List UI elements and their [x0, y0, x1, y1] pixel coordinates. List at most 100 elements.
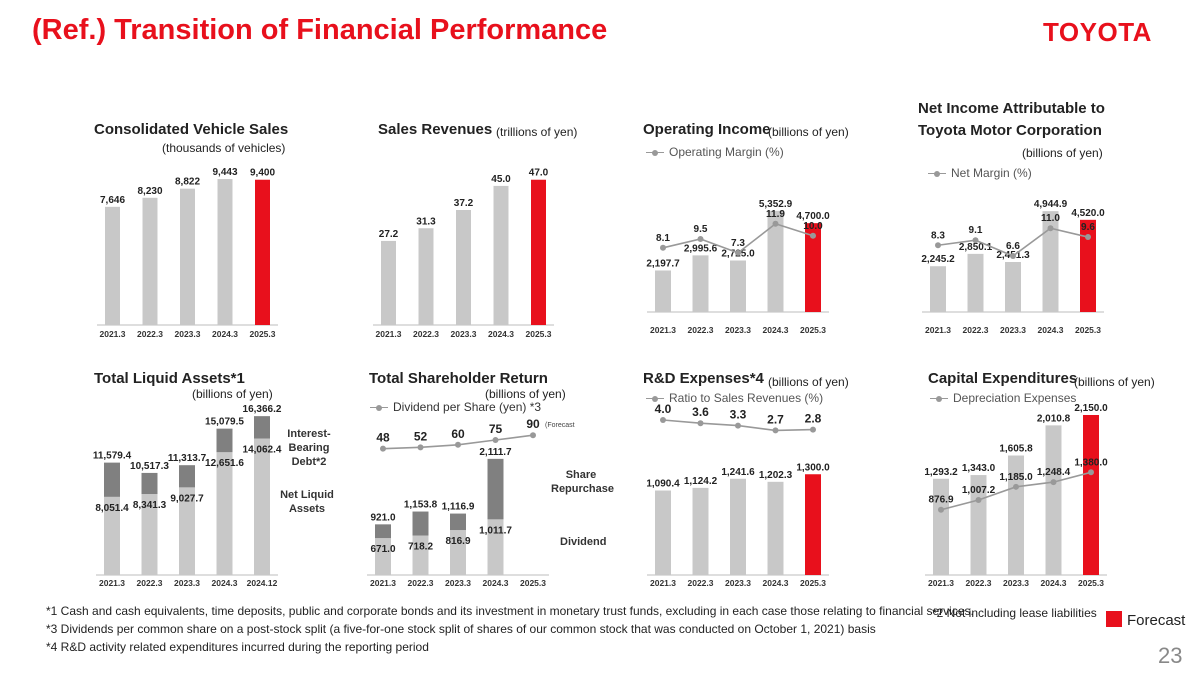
line-point [1085, 234, 1091, 241]
x-tick-label: 2022.3 [963, 325, 989, 335]
line-value-label: 9.6 [1081, 222, 1095, 233]
x-tick-label: 2025.3 [800, 578, 826, 588]
operating-income-unit: (billions of yen) [768, 125, 849, 139]
x-tick-label: 2024.3 [212, 578, 238, 588]
bar-segment-lower [412, 535, 429, 575]
line-point [455, 441, 461, 448]
bar-value-label: 1,293.2 [925, 467, 958, 478]
line-point [1010, 253, 1016, 259]
x-tick-label: 2024.3 [1038, 325, 1064, 335]
bar-segment-upper [412, 511, 429, 536]
line-point [735, 422, 741, 429]
line-point [1050, 479, 1057, 486]
net-income-chart: 2021.3 2022.3 2023.3 2024.3 2025.3 2,245.2 2,8… [921, 199, 1105, 335]
bar-value-label: 1,124.2 [684, 476, 718, 487]
legend-line-marker [646, 395, 664, 403]
line-point [772, 427, 779, 434]
bar-total-label: 11,313.7 [168, 453, 207, 464]
bar [767, 210, 784, 312]
bar-value-label: 1,300.0 [796, 462, 830, 473]
bar [1083, 415, 1099, 575]
bar [730, 260, 746, 312]
bar [1080, 219, 1096, 312]
page-title: (Ref.) Transition of Financial Performan… [32, 14, 608, 46]
bar-value-label: 9,443 [212, 167, 237, 178]
line-point [697, 420, 704, 427]
bar [217, 179, 233, 325]
bar-segment-upper [179, 465, 195, 488]
line-value-label: 48 [376, 431, 390, 445]
legend-line-marker [928, 170, 946, 178]
line-value-label: 11.9 [766, 209, 785, 220]
bar [805, 223, 821, 312]
x-tick-label: 2024.3 [212, 329, 238, 339]
bar [105, 206, 120, 325]
rd-ratio-legend: Ratio to Sales Revenues (%) [646, 391, 823, 405]
rd-ratio-legend-label: Ratio to Sales Revenues (%) [669, 391, 824, 405]
x-tick-label: 2021.3 [99, 578, 125, 588]
bar-value-label: 1,202.3 [759, 470, 793, 481]
line-point [735, 249, 741, 256]
line-value-label: 10.0 [803, 221, 823, 232]
line-point [380, 445, 386, 452]
bar-segment-lower [450, 530, 466, 575]
bar-total-label: 16,366.2 [243, 404, 282, 415]
net-liquid-assets-label: Net Liquid Assets [280, 489, 334, 515]
line-value-label: 75 [489, 422, 503, 436]
bar-value-label: 27.2 [379, 229, 399, 240]
net-income-title-line2: Toyota Motor Corporation [918, 122, 1102, 139]
bar-value-label: 8,822 [175, 177, 200, 188]
x-tick-label: 2022.3 [413, 329, 439, 339]
footnote-3: *3 Dividends per common share on a post-… [46, 622, 876, 636]
x-tick-label: 2025.3 [250, 329, 276, 339]
forecast-swatch [1106, 611, 1122, 627]
line-value-label: 9.1 [969, 225, 983, 236]
bar-total-label: 2,111.7 [479, 447, 512, 458]
x-tick-label: 2023.3 [445, 578, 471, 588]
line-point [810, 232, 816, 239]
capex-title: Capital Expenditures [928, 370, 1078, 387]
x-tick-label: 2022.3 [408, 578, 434, 588]
x-tick-label: 2024.3 [488, 329, 514, 339]
x-tick-label: 2021.3 [928, 578, 954, 588]
line-value-label: 3.3 [730, 408, 747, 422]
x-tick-label: 2023.3 [175, 329, 201, 339]
bar [1045, 425, 1062, 575]
legend-line-marker [646, 149, 664, 157]
line-point [935, 242, 941, 249]
footnote-4: *4 R&D activity related expenditures inc… [46, 640, 429, 654]
bar-value-label: 37.2 [454, 198, 474, 209]
bar-segment-label: 14,062.4 [243, 445, 282, 456]
bar-value-label: 2,850.1 [959, 242, 993, 253]
sales-revenues-unit: (trillions of yen) [496, 125, 578, 139]
bar-segment-label: 671.0 [370, 544, 395, 555]
line-value-label: 4.0 [655, 402, 672, 416]
forecast-note: (Forecast ) [545, 422, 575, 429]
x-tick-label: 2021.3 [370, 578, 396, 588]
liquid-assets-unit: (billions of yen) [192, 387, 273, 401]
line-point [697, 235, 704, 242]
bar-value-label: 1,090.4 [646, 478, 680, 489]
line-point [660, 244, 666, 251]
footnote-1: *1 Cash and cash equivalents, time depos… [46, 604, 974, 618]
x-tick-label: 2021.3 [650, 325, 676, 335]
x-tick-label: 2025.3 [1075, 325, 1101, 335]
bar-segment-lower [179, 487, 195, 575]
bar-total-label: 15,079.5 [205, 417, 244, 428]
depreciation-legend: Depreciation Expenses [930, 391, 1076, 405]
bar-total-label: 11,579.4 [93, 451, 132, 462]
bar-segment-label: 1,011.7 [479, 525, 512, 536]
line-value-label: 1,185.0 [999, 472, 1033, 483]
x-tick-label: 2023.3 [1000, 325, 1026, 335]
vehicle-sales-unit: (thousands of vehicles) [162, 141, 286, 155]
bar [381, 240, 396, 325]
footnote-2: *2 Not including lease liabilities [932, 606, 1097, 620]
liquid-assets-title: Total Liquid Assets*1 [94, 370, 245, 387]
bar [1005, 262, 1021, 312]
x-tick-label: 2024.3 [763, 578, 789, 588]
operating-margin-legend: Operating Margin (%) [646, 145, 784, 159]
x-tick-label: 2023.3 [1003, 578, 1029, 588]
bar-value-label: 2,010.8 [1037, 413, 1071, 424]
x-tick-label: 2021.3 [100, 329, 126, 339]
operating-income-title: Operating Income [643, 121, 771, 138]
